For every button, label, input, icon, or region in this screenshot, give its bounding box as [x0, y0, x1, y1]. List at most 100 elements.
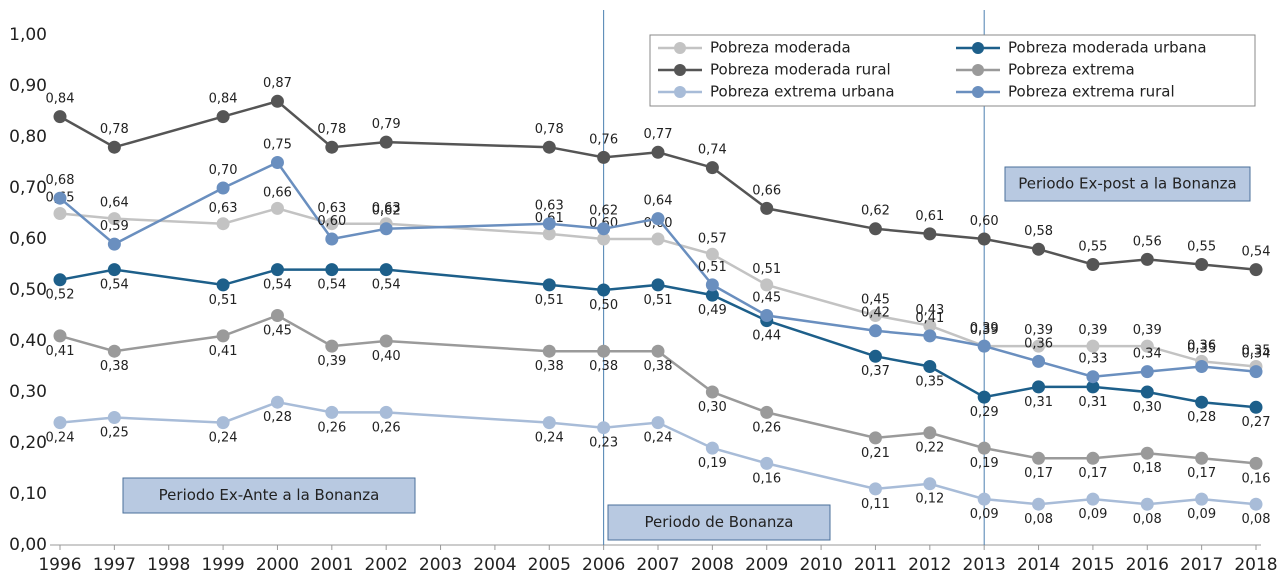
x-tick-label: 2006 — [582, 555, 625, 575]
data-label: 0,25 — [100, 425, 129, 440]
x-tick-label: 2009 — [745, 555, 788, 575]
data-label: 0,51 — [698, 260, 727, 275]
data-label: 0,34 — [1133, 347, 1162, 362]
annotation-text: Periodo de Bonanza — [645, 513, 794, 531]
x-tick-label: 2015 — [1071, 555, 1114, 575]
x-tick-label: 2001 — [310, 555, 353, 575]
data-point — [868, 431, 882, 445]
data-point — [53, 416, 67, 430]
legend-marker — [972, 64, 984, 76]
data-point — [1249, 497, 1263, 511]
data-point — [1140, 365, 1154, 379]
data-label: 0,09 — [1187, 507, 1216, 522]
legend-label: Pobreza extrema urbana — [710, 83, 895, 101]
data-point — [53, 329, 67, 343]
data-label: 0,87 — [263, 76, 292, 91]
data-label: 0,39 — [1133, 323, 1162, 338]
legend-label: Pobreza extrema rural — [1008, 83, 1175, 101]
data-label: 0,54 — [1242, 245, 1271, 260]
data-label: 0,37 — [861, 364, 890, 379]
data-point — [1249, 456, 1263, 470]
data-point — [923, 329, 937, 343]
x-tick-label: 1998 — [147, 555, 190, 575]
data-point — [651, 232, 665, 246]
data-point — [1032, 380, 1046, 394]
data-point — [1086, 339, 1100, 353]
data-point — [651, 416, 665, 430]
data-point — [1249, 365, 1263, 379]
data-label: 0,51 — [644, 293, 673, 308]
data-point — [868, 482, 882, 496]
data-point — [923, 426, 937, 440]
data-label: 0,54 — [372, 278, 401, 293]
data-label: 0,78 — [317, 122, 346, 137]
data-point — [216, 278, 230, 292]
data-label: 0,36 — [1024, 336, 1053, 351]
data-label: 0,08 — [1133, 512, 1162, 527]
data-label: 0,63 — [317, 201, 346, 216]
y-tick-label: 0,30 — [9, 382, 47, 402]
data-point — [1195, 360, 1209, 373]
data-label: 0,24 — [209, 431, 238, 446]
data-point — [597, 222, 611, 236]
data-point — [597, 344, 611, 358]
data-point — [542, 140, 556, 154]
data-label: 0,23 — [589, 436, 618, 451]
x-tick-label: 2005 — [528, 555, 571, 575]
data-point — [325, 232, 339, 246]
data-point — [977, 492, 991, 506]
legend-label: Pobreza moderada — [710, 39, 851, 57]
data-point — [1032, 354, 1046, 368]
data-point — [1032, 242, 1046, 256]
legend-label: Pobreza moderada urbana — [1008, 39, 1207, 57]
data-label: 0,28 — [263, 410, 292, 425]
data-label: 0,66 — [752, 183, 781, 198]
data-point — [1032, 451, 1046, 465]
data-label: 0,16 — [1242, 471, 1271, 486]
data-label: 0,60 — [970, 214, 999, 229]
data-point — [270, 201, 284, 215]
data-point — [923, 360, 937, 373]
data-point — [216, 181, 230, 195]
data-label: 0,38 — [100, 359, 129, 374]
annotation-box — [1004, 166, 1251, 202]
data-point — [270, 309, 284, 322]
y-tick-label: 0,00 — [9, 535, 47, 555]
data-point — [977, 339, 991, 353]
data-label: 0,45 — [861, 293, 890, 308]
y-tick-label: 0,80 — [9, 127, 47, 147]
data-label: 0,21 — [861, 446, 890, 461]
data-label: 0,75 — [263, 137, 292, 152]
x-tick-label: 1999 — [201, 555, 244, 575]
data-label: 0,36 — [1187, 339, 1216, 354]
legend-label: Pobreza extrema — [1008, 61, 1135, 79]
data-label: 0,54 — [100, 278, 129, 293]
data-point — [705, 288, 719, 302]
data-point — [977, 441, 991, 455]
data-point — [923, 319, 937, 333]
data-point — [1086, 492, 1100, 506]
data-point — [1032, 497, 1046, 511]
x-tick-label: 2013 — [963, 555, 1006, 575]
data-point — [760, 309, 774, 322]
data-label: 0,49 — [698, 303, 727, 318]
data-label: 0,61 — [915, 209, 944, 224]
data-label: 0,55 — [1187, 239, 1216, 254]
data-point — [1086, 370, 1100, 384]
data-point — [379, 405, 393, 419]
data-point — [53, 273, 67, 287]
data-label: 0,51 — [535, 293, 564, 308]
data-point — [542, 416, 556, 430]
data-label: 0,31 — [1024, 395, 1053, 410]
data-label: 0,51 — [209, 293, 238, 308]
y-tick-label: 0,50 — [9, 280, 47, 300]
data-point — [216, 329, 230, 343]
data-label: 0,77 — [644, 127, 673, 142]
data-label: 0,84 — [46, 92, 75, 107]
data-point — [379, 263, 393, 277]
data-point — [216, 416, 230, 430]
data-label: 0,38 — [535, 359, 564, 374]
data-label: 0,19 — [698, 456, 727, 471]
annotation-text: Periodo Ex-post a la Bonanza — [1018, 175, 1236, 193]
data-point — [325, 405, 339, 419]
